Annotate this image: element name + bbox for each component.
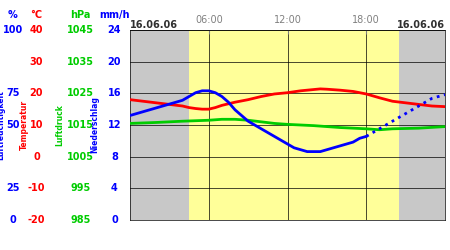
Text: 25: 25 <box>6 183 20 193</box>
Text: Niederschlag: Niederschlag <box>90 96 99 154</box>
Text: 10: 10 <box>30 120 43 130</box>
Text: -10: -10 <box>27 183 45 193</box>
Text: 1035: 1035 <box>67 57 94 67</box>
Text: 0: 0 <box>9 215 16 225</box>
Text: Temperatur: Temperatur <box>20 100 29 150</box>
Text: hPa: hPa <box>70 10 91 20</box>
Text: 20: 20 <box>108 57 121 67</box>
Text: Luftfeuchtigkeit: Luftfeuchtigkeit <box>0 90 5 160</box>
Text: 20: 20 <box>30 88 43 98</box>
Text: 16.06.06: 16.06.06 <box>397 20 445 30</box>
Text: 0: 0 <box>111 215 118 225</box>
Text: 8: 8 <box>111 152 118 162</box>
Text: Luftdruck: Luftdruck <box>55 104 64 146</box>
Text: 16: 16 <box>108 88 121 98</box>
Text: 16.06.06: 16.06.06 <box>130 20 178 30</box>
Text: 100: 100 <box>3 25 23 35</box>
Text: 1015: 1015 <box>67 120 94 130</box>
Text: 24: 24 <box>108 25 121 35</box>
Text: °C: °C <box>30 10 42 20</box>
Text: 1025: 1025 <box>67 88 94 98</box>
Text: 1005: 1005 <box>67 152 94 162</box>
Text: 50: 50 <box>6 120 20 130</box>
Text: 75: 75 <box>6 88 20 98</box>
Bar <box>130 30 189 220</box>
Text: 985: 985 <box>70 215 91 225</box>
Text: 12: 12 <box>108 120 121 130</box>
Text: mm/h: mm/h <box>99 10 130 20</box>
Text: 40: 40 <box>30 25 43 35</box>
Text: 1045: 1045 <box>67 25 94 35</box>
Text: 995: 995 <box>71 183 91 193</box>
Bar <box>189 30 399 220</box>
Text: 0: 0 <box>33 152 40 162</box>
Text: 4: 4 <box>111 183 118 193</box>
Text: 30: 30 <box>30 57 43 67</box>
Bar <box>399 30 445 220</box>
Text: %: % <box>8 10 18 20</box>
Text: -20: -20 <box>27 215 45 225</box>
